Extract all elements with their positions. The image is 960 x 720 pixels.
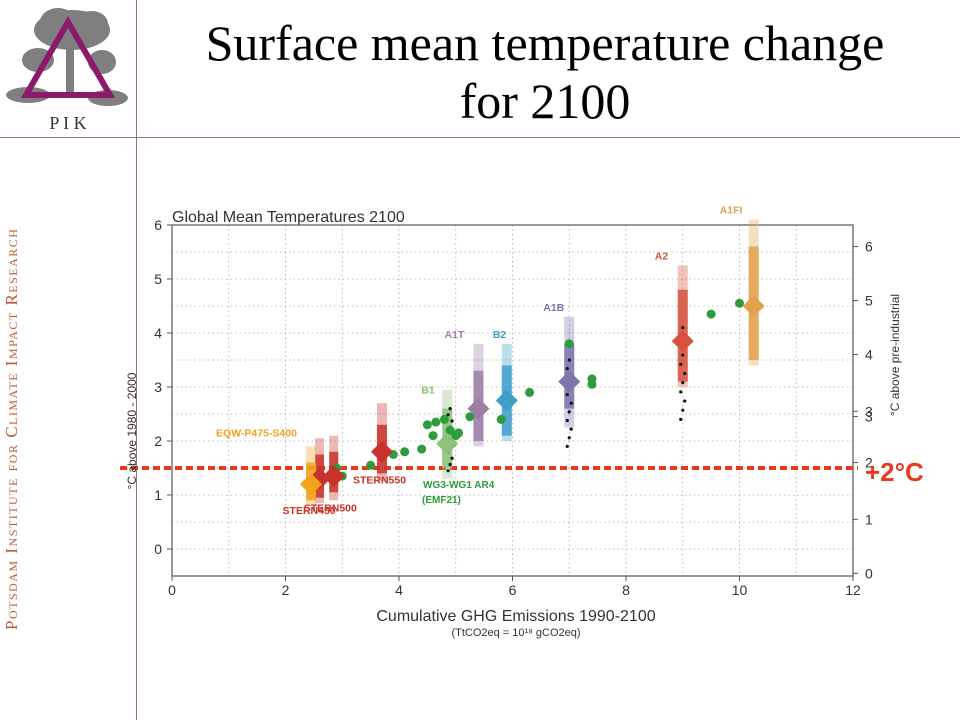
temperature-chart: Global Mean Temperatures 2100 0 2 4 6 8 10 12 0… — [110, 195, 960, 645]
scenario-best-estimate — [558, 370, 581, 393]
model-dot — [446, 469, 450, 473]
y-right-tick-label: 2 — [865, 455, 873, 471]
y-right-tick-label: 5 — [865, 293, 873, 309]
data-point — [454, 428, 464, 438]
model-dot — [681, 381, 685, 385]
scenario-label: A2 — [655, 251, 669, 263]
y-right-tick-label: 1 — [865, 511, 873, 527]
x-tick-label: 12 — [845, 582, 861, 598]
model-dot — [679, 362, 683, 366]
scenario-best-estimate — [322, 465, 345, 488]
y-left-tick-label: 6 — [154, 217, 162, 233]
x-tick-label: 8 — [622, 582, 630, 598]
model-dot — [567, 436, 571, 440]
scenario-label: A1FI — [720, 205, 743, 217]
model-dot — [450, 419, 454, 423]
data-point — [428, 431, 438, 441]
scenario-best-estimate — [495, 389, 518, 412]
model-dot — [450, 456, 454, 460]
logo-text: P I K — [49, 113, 86, 133]
scenario-best-estimate — [742, 295, 765, 317]
data-point — [496, 414, 506, 424]
model-dot — [683, 399, 687, 403]
model-dot — [681, 326, 685, 330]
x-axis-sublabel: (TtCO2eq = 10¹⁸ gCO2eq) — [451, 627, 580, 639]
y-axis-right-label: °C above pre-industrial — [888, 294, 902, 416]
data-point — [445, 425, 455, 435]
model-dot — [679, 417, 683, 421]
model-dot — [567, 358, 571, 362]
model-dot — [565, 392, 569, 397]
y-right-tick-label: 6 — [865, 239, 873, 255]
y-right-tick-label: 3 — [865, 409, 873, 425]
frame-vertical-divider — [136, 0, 137, 720]
annotation-emf21: (EMF21) — [422, 495, 461, 506]
slide-title-line-2: for 2100 — [459, 73, 631, 129]
x-tick-label: 4 — [395, 582, 403, 598]
scenario-label: B1 — [421, 385, 435, 397]
slide-title-line-1: Surface mean temperature change — [205, 15, 885, 71]
model-dot — [567, 410, 571, 414]
model-dot — [681, 353, 685, 357]
scenario-label: EQW-P475-S400 — [216, 427, 297, 439]
x-tick-label: 6 — [509, 582, 517, 598]
y-left-tick-label: 0 — [154, 541, 162, 557]
data-point — [439, 414, 449, 424]
data-point — [465, 412, 475, 422]
y-axis-left-label: °C above 1980 - 2000 — [125, 372, 139, 489]
scenario-best-estimate — [308, 467, 331, 490]
annotation-wg3-wg1-ar4: WG3-WG1 AR4 — [423, 480, 495, 491]
y-right-tick-label: 0 — [865, 565, 873, 581]
data-point — [431, 417, 441, 427]
data-point — [735, 298, 744, 308]
scenario-label: STERN450 — [283, 505, 336, 517]
data-point — [417, 444, 427, 454]
data-point — [422, 420, 432, 430]
model-dot — [569, 427, 573, 431]
model-dot — [683, 371, 687, 376]
model-dot — [448, 462, 452, 467]
y-right-tick-label: 3 — [865, 403, 873, 419]
x-axis-label: Cumulative GHG Emissions 1990-2100 — [376, 608, 655, 625]
scenario-best-estimate — [436, 432, 459, 455]
data-point — [366, 460, 376, 470]
y-left-tick-label: 3 — [154, 379, 162, 395]
y-left-tick-label: 4 — [154, 325, 162, 341]
data-point — [706, 309, 716, 319]
model-dot — [448, 407, 452, 411]
x-tick-label: 0 — [168, 582, 176, 598]
chart-title: Global Mean Temperatures 2100 — [172, 209, 405, 226]
x-tick-label: 2 — [282, 582, 290, 598]
data-point — [400, 447, 410, 457]
scenario-best-estimate — [671, 330, 694, 353]
y-right-tick-label: 4 — [865, 347, 873, 363]
data-point — [587, 374, 597, 384]
data-point — [564, 339, 574, 349]
y-left-tick-label: 5 — [154, 271, 162, 287]
threshold-label: +2°C — [865, 457, 924, 487]
scenario-best-estimate — [370, 440, 393, 463]
slide-title: Surface mean temperature change for 2100 — [150, 14, 940, 130]
model-dot — [565, 444, 569, 448]
y-left-tick-label: 1 — [154, 487, 162, 503]
model-dot — [565, 418, 569, 423]
frame-horizontal-divider — [0, 137, 960, 138]
y-left-tick-label: 2 — [154, 433, 162, 449]
scenario-label: B2 — [493, 329, 507, 341]
pik-logo: P I K — [0, 0, 135, 138]
model-dot — [569, 401, 573, 405]
scenario-best-estimate — [300, 473, 323, 496]
model-dot — [565, 367, 569, 371]
scenario-label: STERN500 — [304, 502, 357, 514]
model-dot — [446, 413, 450, 417]
data-point — [525, 387, 535, 397]
sidebar-institute-name: Potsdam Institute for Climate Impact Res… — [2, 227, 21, 630]
scenario-best-estimate — [467, 397, 490, 420]
scenario-label: A1T — [444, 329, 464, 341]
x-tick-label: 10 — [732, 582, 748, 598]
model-dot — [679, 390, 683, 394]
scenario-label: A1B — [543, 302, 564, 314]
scenario-label: STERN550 — [353, 475, 406, 487]
model-dot — [681, 408, 685, 412]
